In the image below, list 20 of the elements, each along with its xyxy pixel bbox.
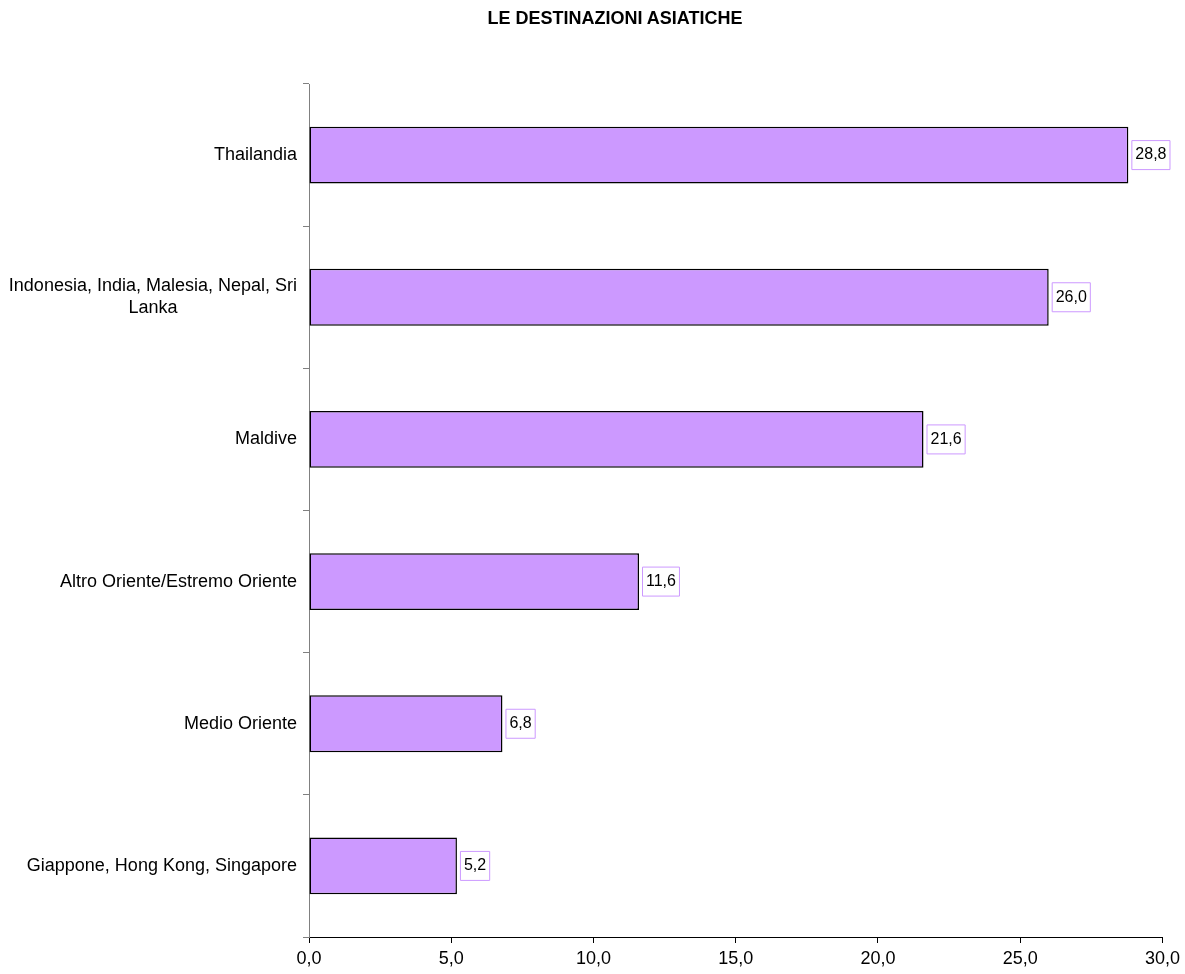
x-tick-label: 25,0 — [1002, 947, 1038, 968]
y-tick-label: Indonesia, India, Malesia, Nepal, Sri Lanka — [8, 275, 298, 318]
chart-title: LE DESTINAZIONI ASIATICHE — [486, 7, 744, 29]
data-label: 5,2 — [463, 856, 487, 874]
y-tick-label: Maldive — [234, 428, 297, 449]
x-tick-label: 10,0 — [575, 947, 612, 968]
x-tick-label: 20,0 — [860, 947, 896, 968]
x-tick-label: 0,0 — [296, 947, 322, 968]
x-tick-label: 30,0 — [1144, 947, 1181, 968]
data-label: 28,8 — [1135, 145, 1167, 163]
y-tick-label: Thailandia — [213, 144, 298, 165]
x-tick-label: 15,0 — [718, 947, 754, 968]
data-label: 21,6 — [930, 429, 962, 447]
data-label: 26,0 — [1055, 287, 1087, 305]
x-tick-label: 5,0 — [438, 947, 464, 968]
y-tick-label: Giappone, Hong Kong, Singapore — [26, 854, 297, 875]
y-tick-label: Altro Oriente/Estremo Oriente — [59, 570, 297, 591]
data-label: 11,6 — [646, 571, 677, 589]
y-tick-label: Medio Oriente — [183, 712, 297, 733]
data-label: 6,8 — [509, 714, 532, 732]
